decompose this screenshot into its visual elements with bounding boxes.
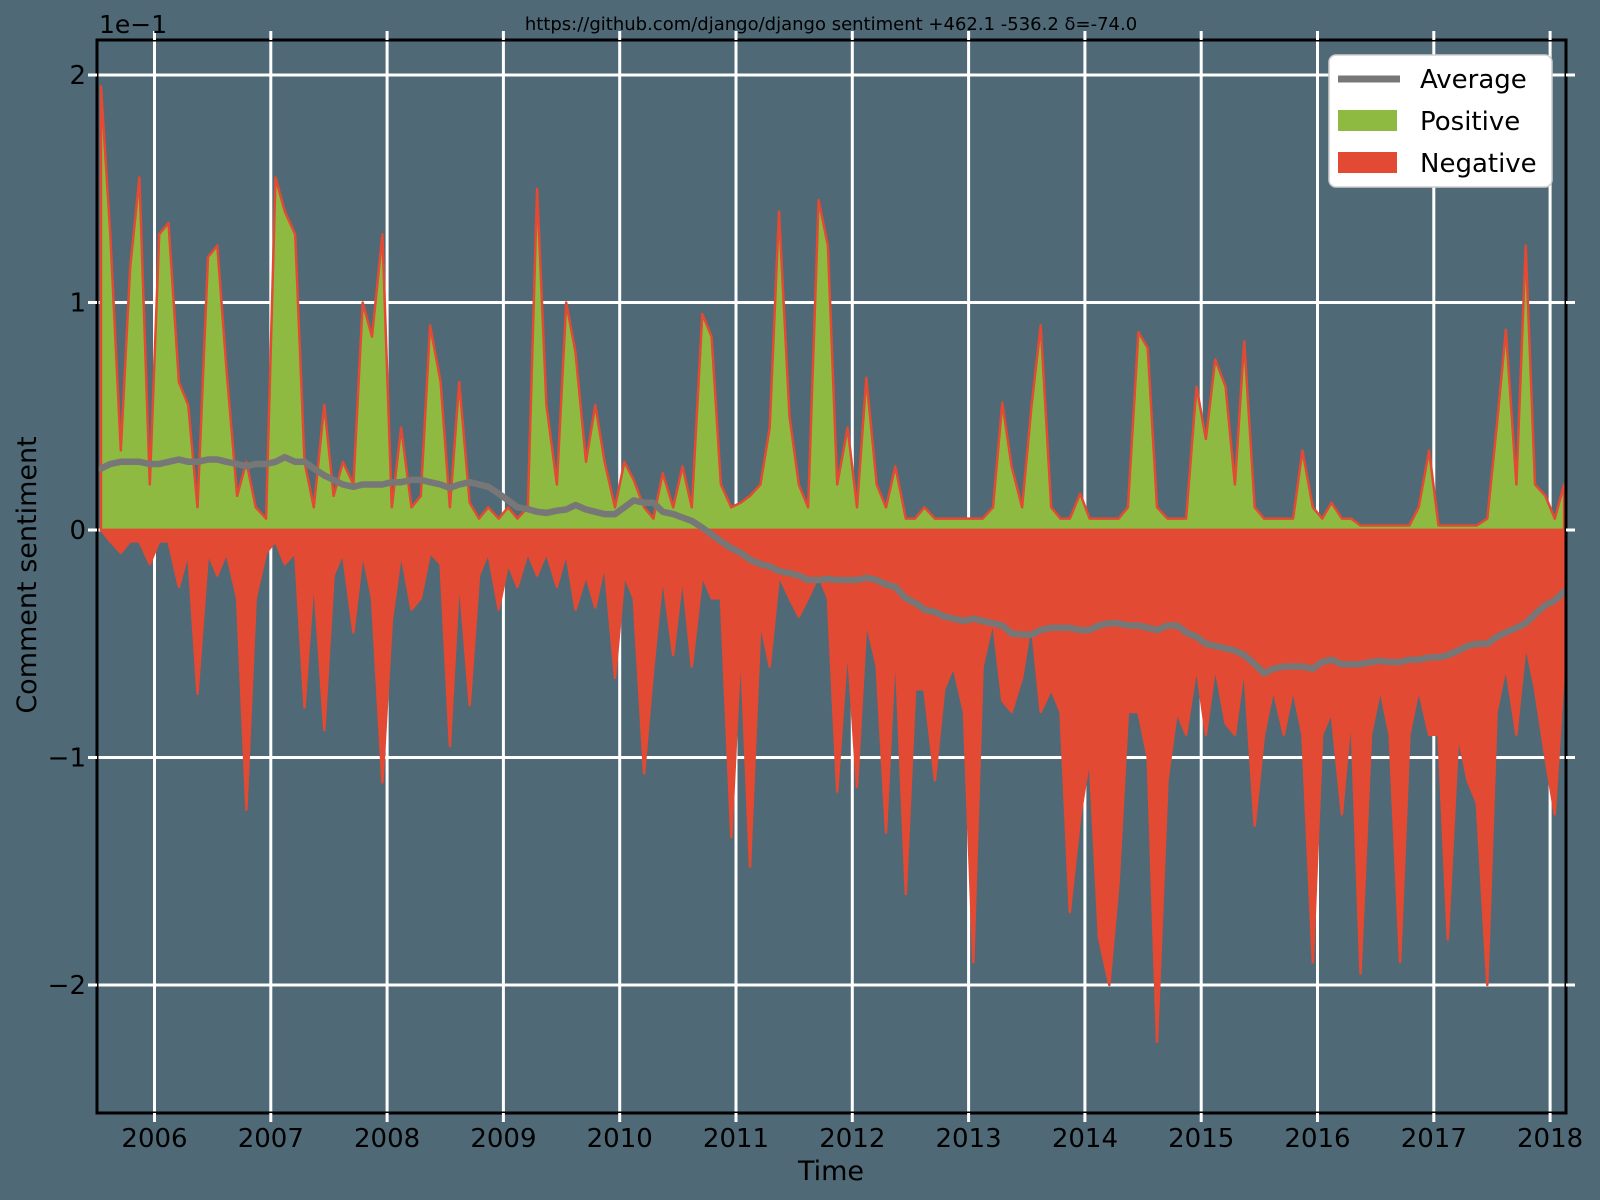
positive-area: [99, 85, 1566, 532]
x-tick-label: 2007: [238, 1124, 304, 1154]
x-tick-label: 2006: [121, 1124, 187, 1154]
legend-label-average: Average: [1420, 65, 1527, 95]
y-tick-label: 2: [69, 61, 86, 91]
x-tick-label: 2010: [587, 1124, 653, 1154]
data-series: [97, 85, 1568, 1044]
tick-labels: 2006 2007 2008 2009 2010 2011 2012 2013 2014 2015…: [48, 61, 1584, 1154]
legend-label-positive: Positive: [1420, 107, 1520, 137]
legend: Average Positive Negative: [1328, 54, 1553, 188]
y-tick-label: 0: [69, 516, 86, 546]
axes-spines: [95, 38, 1568, 1115]
x-tick-label: 2008: [354, 1124, 420, 1154]
x-tick-label: 2011: [703, 1124, 769, 1154]
x-tick-label: 2012: [819, 1124, 885, 1154]
y-offset-label: 1e−1: [99, 10, 167, 39]
x-tick-label: 2009: [470, 1124, 536, 1154]
x-tick-label: 2017: [1401, 1124, 1467, 1154]
axes-frame: [88, 31, 1575, 1122]
legend-label-negative: Negative: [1420, 149, 1537, 179]
average-line: [97, 453, 1568, 677]
x-tick-label: 2018: [1517, 1124, 1583, 1154]
x-tick-label: 2016: [1284, 1124, 1350, 1154]
legend-positive-swatch: [1338, 110, 1397, 131]
y-tick-label: −2: [48, 971, 86, 1001]
y-tick-label: −1: [48, 744, 86, 774]
legend-negative-swatch: [1338, 152, 1397, 173]
y-axis-label: Comment sentiment: [12, 436, 43, 713]
chart-title: https://github.com/django/django sentime…: [525, 14, 1137, 35]
x-tick-label: 2013: [936, 1124, 1002, 1154]
negative-area: [99, 528, 1566, 1044]
x-axis-label: Time: [797, 1156, 864, 1187]
y-tick-label: 1: [69, 289, 86, 319]
x-tick-label: 2014: [1052, 1124, 1118, 1154]
x-tick-label: 2015: [1168, 1124, 1234, 1154]
